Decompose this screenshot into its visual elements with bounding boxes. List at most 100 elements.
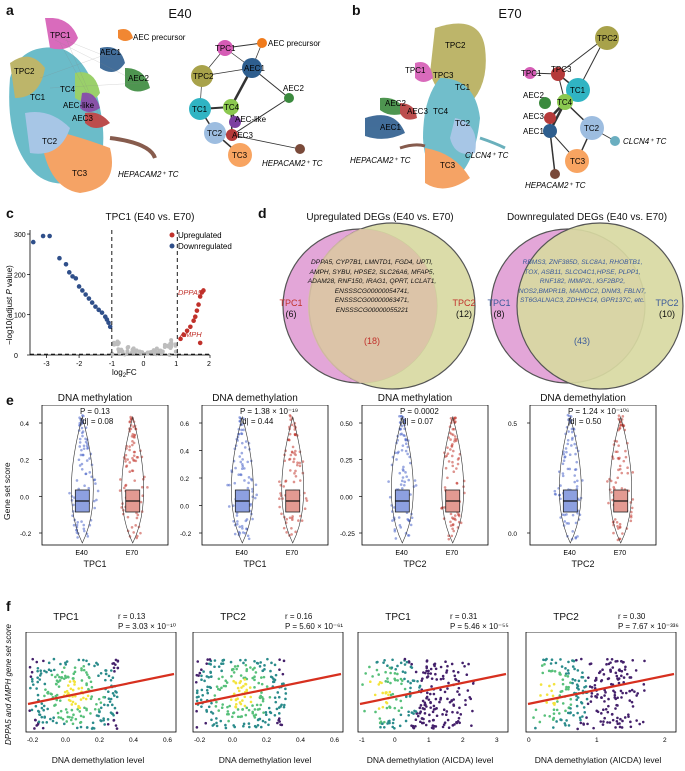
scatter-point [274, 664, 277, 667]
violin-point [289, 516, 292, 519]
violin-point [616, 476, 619, 479]
scatter-point [57, 716, 60, 719]
scatter-point [407, 680, 410, 683]
violin-point [139, 532, 142, 535]
violin-point [240, 429, 243, 432]
scatter-point [59, 679, 62, 682]
scatter-point [390, 694, 393, 697]
scatter-point [33, 727, 36, 730]
scatter-point [52, 720, 55, 723]
volcano-point-ns [116, 347, 120, 351]
scatter-point [579, 719, 582, 722]
scatter-point [410, 666, 413, 669]
violin-point [453, 428, 456, 431]
violin-point [299, 465, 302, 468]
violin-point [228, 484, 231, 487]
violin-point [124, 460, 127, 463]
volcano-ylabel: −log10(adjust P value) [5, 265, 14, 345]
scatter-point [266, 685, 269, 688]
scatter-point [396, 679, 399, 682]
scatter-point [457, 680, 460, 683]
scatter-xtick-label: 1 [427, 737, 431, 744]
scatter-p: P = 5.46 × 10⁻⁵⁵ [450, 622, 509, 631]
scatter-point [616, 697, 619, 700]
violin-point [237, 473, 240, 476]
violin-point [247, 535, 250, 538]
umap-a-label-tpc2: TPC2 [14, 67, 35, 76]
scatter-point [67, 684, 70, 687]
scatter-xtick-label: 2 [663, 737, 667, 744]
scatter-point [391, 658, 394, 661]
violin-point [141, 486, 144, 489]
violin-point [234, 533, 237, 536]
violin-point [241, 442, 244, 445]
scatter-point [278, 706, 281, 709]
violin-point [554, 493, 557, 496]
graph-b-label-tc3: TC3 [570, 157, 586, 166]
scatter-point [249, 686, 252, 689]
scatter-point [403, 678, 406, 681]
violin-point [85, 441, 88, 444]
scatter-xlabel: DNA demethylation level [185, 755, 345, 765]
violin-point [455, 440, 458, 443]
scatter-xtick-label: 0.0 [61, 737, 70, 744]
scatter-point [217, 688, 220, 691]
violin-point [246, 518, 249, 521]
volcano-point-downregulated [106, 320, 111, 325]
venn-up-tpc1-count: (6) [276, 309, 306, 319]
umap-b-label-aec2: AEC2 [385, 99, 406, 108]
scatter-point [539, 721, 542, 724]
scatter-point [80, 698, 83, 701]
violin-point [570, 444, 573, 447]
scatter-point [111, 712, 114, 715]
scatter-point [631, 689, 634, 692]
volcano-xtick-label: 1 [174, 361, 178, 368]
scatter-point [200, 699, 203, 702]
scatter-p: P = 3.03 × 10⁻¹⁰ [118, 622, 176, 631]
scatter-point [582, 723, 585, 726]
volcano-point-ns [152, 349, 156, 353]
scatter-point [614, 660, 617, 663]
scatter-point [621, 720, 624, 723]
volcano-point-ns [132, 346, 136, 350]
scatter-point [413, 710, 416, 713]
violin-ytick-label: -0.25 [340, 531, 355, 538]
scatter-point [602, 708, 605, 711]
scatter-point [551, 658, 554, 661]
scatter-point [67, 676, 70, 679]
volcano-point-downregulated [31, 240, 36, 245]
scatter-point [282, 673, 285, 676]
scatter-point [215, 722, 218, 725]
scatter-point [425, 724, 428, 727]
scatter-point [421, 717, 424, 720]
scatter-point [432, 719, 435, 722]
scatter-point [85, 659, 88, 662]
scatter-point [587, 702, 590, 705]
scatter-point [200, 705, 203, 708]
violin-point [452, 518, 455, 521]
scatter-point [272, 681, 275, 684]
scatter-point [87, 694, 90, 697]
scatter-point [396, 673, 399, 676]
scatter-point [471, 710, 474, 713]
scatter-point [575, 698, 578, 701]
scatter-point [456, 711, 459, 714]
scatter-point [278, 717, 281, 720]
scatter-point [54, 676, 57, 679]
scatter-point [613, 696, 616, 699]
violin-point [612, 532, 615, 535]
venn-down-tpc2-count: (10) [652, 309, 682, 319]
scatter-point [43, 705, 46, 708]
scatter-point [548, 715, 551, 718]
scatter-point [66, 711, 69, 714]
scatter-point [39, 669, 42, 672]
legend-upregulated: Upregulated [178, 231, 222, 240]
scatter-point [540, 683, 543, 686]
scatter-point [392, 722, 395, 725]
scatter-point [80, 726, 83, 729]
scatter-point [616, 722, 619, 725]
violin-point [241, 467, 244, 470]
scatter-point [603, 700, 606, 703]
violin-ytick-label: 0.0 [508, 531, 517, 538]
scatter-point [253, 714, 256, 717]
